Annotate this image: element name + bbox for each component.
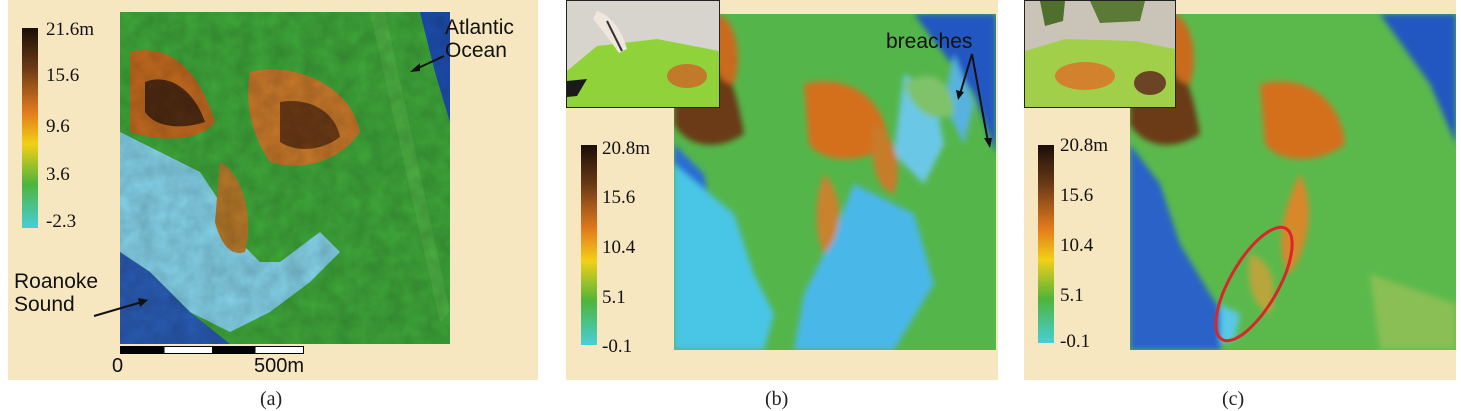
elevation-map-b[interactable]	[674, 14, 996, 350]
elevation-legend-bar	[1038, 145, 1054, 343]
sound-arrow-icon	[93, 298, 148, 317]
legend-tick-label: 3.6	[46, 164, 70, 185]
caption-b: (b)	[765, 388, 789, 410]
legend-tick-label: 15.6	[602, 187, 636, 208]
ocean-arrow-icon	[410, 55, 445, 72]
elevation-legend-bar	[22, 28, 38, 228]
tabletop-photo-inset-b	[566, 0, 720, 108]
panel-b: 20.8m 15.6 10.4 5.1 -0.1 breaches	[566, 0, 998, 380]
caption-a: (a)	[260, 388, 283, 410]
legend-tick-label: 5.1	[602, 287, 626, 308]
atlantic-ocean-label: Atlantic Ocean	[445, 16, 514, 63]
legend-max-label: 20.8m	[1060, 135, 1109, 156]
elevation-legend-bar	[581, 145, 597, 345]
elevation-map-c[interactable]	[1130, 14, 1456, 350]
caption-c: (c)	[1222, 388, 1245, 410]
panel-c: 20.8m 15.6 10.4 5.1 -0.1	[1024, 0, 1456, 380]
legend-tick-label: 15.6	[46, 65, 80, 86]
legend-tick-label: 15.6	[1060, 185, 1094, 206]
legend-tick-label: -2.3	[46, 211, 77, 232]
panel-a: 21.6m 15.6 9.6 3.6 -2.3 Atlantic Ocean R…	[8, 0, 538, 380]
legend-tick-label: 9.6	[46, 116, 70, 137]
breaches-label: breaches	[886, 30, 973, 53]
legend-tick-label: -0.1	[1060, 331, 1091, 352]
legend-max-label: 21.6m	[46, 19, 95, 40]
scale-bar	[120, 346, 304, 354]
elevation-map-a[interactable]	[120, 12, 450, 344]
legend-tick-label: 10.4	[602, 237, 636, 258]
scale-start-label: 0	[112, 355, 124, 377]
breach-arrows-icon	[956, 53, 992, 148]
scale-end-label: 500m	[254, 355, 305, 377]
legend-max-label: 20.8m	[602, 138, 651, 159]
tabletop-photo-inset-c	[1024, 0, 1176, 108]
legend-tick-label: 10.4	[1060, 235, 1094, 256]
legend-tick-label: 5.1	[1060, 285, 1084, 306]
roanoke-sound-label: Roanoke Sound	[14, 270, 99, 317]
legend-tick-label: -0.1	[602, 336, 633, 357]
